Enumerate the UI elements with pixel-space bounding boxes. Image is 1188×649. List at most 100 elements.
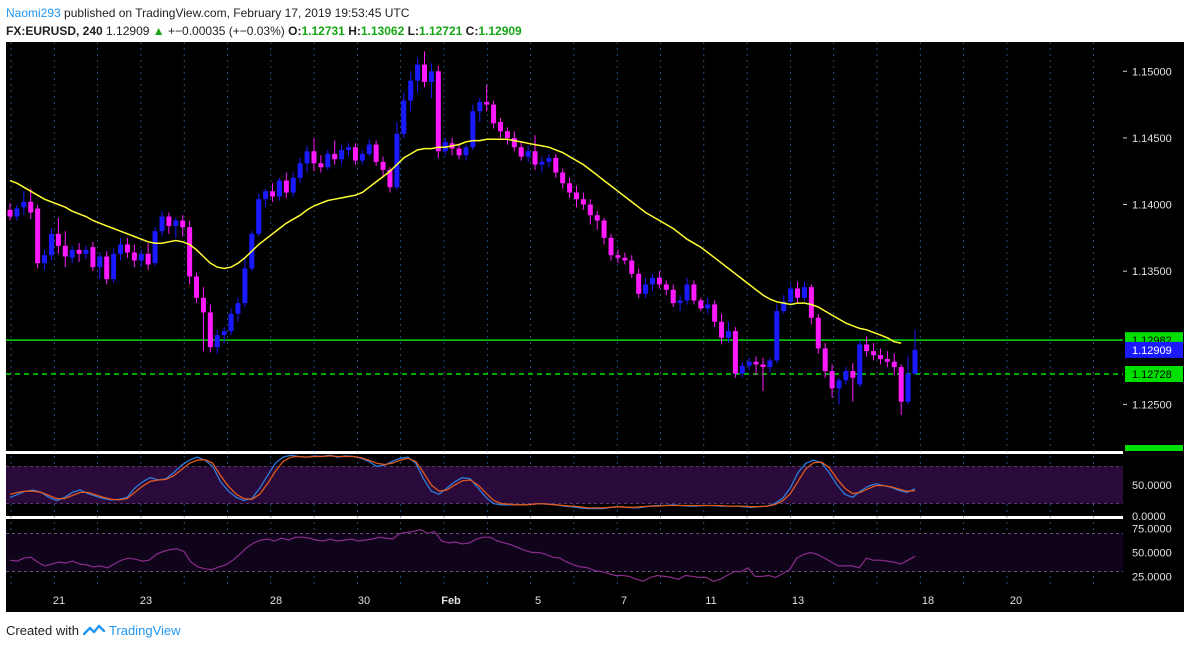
price-tick-label: 1.13500	[1132, 266, 1172, 278]
low-label: L:	[407, 24, 419, 38]
candle	[656, 277, 662, 285]
candle	[857, 344, 863, 385]
candle	[35, 208, 41, 264]
candle	[21, 201, 27, 208]
candle	[380, 161, 386, 170]
candle	[525, 151, 531, 157]
stochastic-tick-label: 50.0000	[1132, 480, 1172, 492]
chart-canvas[interactable]: 1.15000 1.14500 1.14000 1.13500 1.12500 1.129…	[0, 0, 1188, 620]
candle	[90, 247, 96, 268]
candle	[767, 360, 773, 368]
candle	[601, 220, 607, 238]
candle	[263, 191, 269, 200]
moving-average-line	[9, 138, 902, 344]
candle	[401, 100, 407, 134]
publish-line: Naomi293 published on TradingView.com, F…	[6, 4, 522, 22]
candle	[200, 297, 206, 313]
rsi-band	[6, 533, 1123, 572]
candle	[636, 273, 642, 294]
candle	[539, 161, 545, 165]
candle	[28, 201, 34, 213]
candle	[159, 216, 165, 232]
candle	[276, 180, 282, 197]
candle	[228, 313, 234, 332]
candle	[311, 151, 317, 164]
candle	[871, 351, 877, 356]
candle	[297, 163, 303, 178]
candle	[615, 255, 621, 258]
candle	[898, 367, 904, 402]
candle	[456, 148, 462, 156]
candle	[608, 237, 614, 256]
candle	[891, 361, 897, 368]
candle	[905, 373, 911, 402]
candle	[684, 284, 690, 301]
candle	[173, 220, 179, 226]
author-link[interactable]: Naomi293	[6, 6, 61, 20]
time-tick-label: 5	[535, 595, 541, 607]
rsi-tick-label: 25.0000	[1132, 571, 1172, 583]
candle	[463, 147, 469, 156]
candle	[428, 71, 434, 82]
candle	[332, 153, 338, 160]
candle	[691, 284, 697, 301]
candle	[829, 371, 835, 389]
candle	[497, 121, 503, 132]
time-tick-label: Feb	[441, 595, 461, 607]
candle	[14, 208, 20, 217]
candle	[511, 137, 517, 148]
candle	[491, 104, 497, 124]
candle	[131, 252, 137, 261]
candle	[180, 220, 186, 228]
high-label: H:	[348, 24, 361, 38]
candle	[69, 249, 75, 258]
candle	[677, 300, 683, 304]
candle	[594, 215, 600, 221]
candle	[214, 335, 220, 348]
stochastic-d-line	[9, 455, 916, 509]
candle	[553, 157, 559, 173]
candle	[884, 359, 890, 362]
candle	[732, 331, 738, 374]
candle	[760, 364, 766, 368]
candle	[373, 144, 379, 162]
candle	[152, 231, 158, 264]
candle	[477, 101, 483, 112]
candle	[774, 311, 780, 361]
candle	[415, 64, 421, 81]
open-label: O:	[288, 24, 302, 38]
price-tick-label: 1.14000	[1132, 200, 1172, 212]
candle	[111, 253, 117, 280]
created-with-text: Created with	[6, 623, 79, 638]
candle	[532, 151, 538, 165]
candle	[622, 257, 628, 261]
candle	[422, 64, 428, 82]
candle	[187, 227, 193, 277]
candle	[124, 244, 130, 253]
candle	[629, 260, 635, 274]
candle	[788, 288, 794, 302]
price-tag	[1125, 365, 1183, 382]
price-change: +−0.00035 (+−0.03%)	[168, 24, 285, 38]
candle	[912, 349, 918, 374]
candle	[339, 149, 345, 160]
candle	[573, 192, 579, 200]
candle	[48, 233, 54, 256]
candle	[649, 277, 655, 285]
candle	[663, 284, 669, 290]
rsi-tick-label: 75.0000	[1132, 524, 1172, 536]
candle	[546, 157, 552, 162]
candle	[580, 199, 586, 205]
time-tick-label: 28	[270, 595, 282, 607]
chart-header: Naomi293 published on TradingView.com, F…	[6, 4, 522, 40]
candle	[843, 371, 849, 381]
time-tick-label: 20	[1010, 595, 1022, 607]
tradingview-brand[interactable]: TradingView	[108, 623, 181, 638]
candle	[801, 287, 807, 298]
candle	[325, 153, 331, 168]
time-tick-label: 13	[792, 595, 804, 607]
candle	[221, 331, 227, 336]
candle	[746, 361, 752, 366]
candle	[166, 216, 172, 226]
close-value: 1.12909	[478, 24, 522, 38]
